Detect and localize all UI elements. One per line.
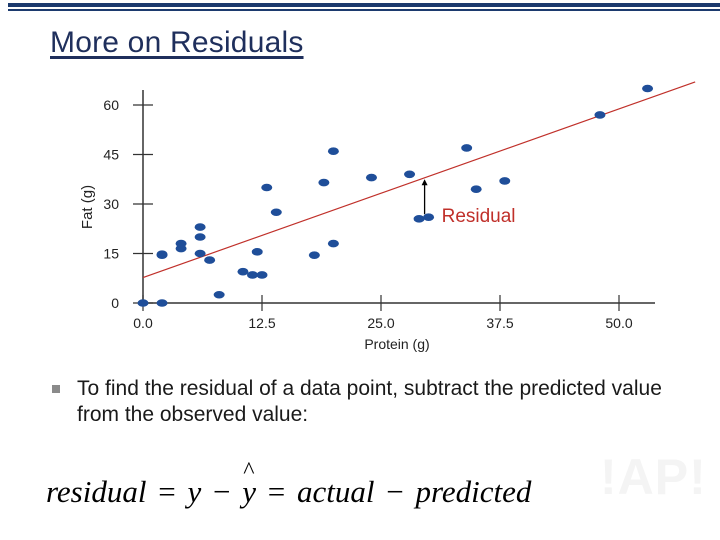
data-point xyxy=(499,177,511,185)
top-accent-line-thin xyxy=(8,9,720,11)
watermark-logo: !AP! xyxy=(600,449,707,505)
data-point xyxy=(256,271,268,279)
square-bullet-icon xyxy=(52,385,60,393)
x-tick-label: 37.5 xyxy=(486,315,513,331)
y-tick-label: 0 xyxy=(111,295,119,311)
y-tick-label: 60 xyxy=(103,97,119,113)
data-point xyxy=(318,178,330,187)
data-point xyxy=(642,84,654,93)
residual-label: Residual xyxy=(442,206,516,227)
data-point xyxy=(194,233,206,241)
formula-y-hat: y ^ xyxy=(242,458,256,510)
data-point xyxy=(470,185,482,193)
residual-arrow-head xyxy=(421,179,428,186)
x-tick-label: 25.0 xyxy=(367,315,394,331)
data-point xyxy=(156,250,168,258)
data-point xyxy=(365,173,377,182)
data-point xyxy=(156,299,168,307)
y-tick-label: 30 xyxy=(103,196,119,212)
data-point xyxy=(261,183,273,192)
formula-actual: actual xyxy=(296,474,375,509)
formula-equals: = xyxy=(267,474,286,509)
data-point xyxy=(413,215,425,223)
data-point xyxy=(594,111,606,119)
x-tick-label: 50.0 xyxy=(605,315,632,331)
data-point xyxy=(237,267,249,276)
data-point xyxy=(251,248,263,256)
hat-symbol: ^ xyxy=(243,458,255,484)
data-point xyxy=(175,239,187,248)
top-accent-line xyxy=(8,3,720,7)
x-tick-label: 0.0 xyxy=(133,315,153,331)
formula-residual: residual xyxy=(46,474,147,509)
x-axis-label: Protein (g) xyxy=(364,336,429,352)
formula-minus: − xyxy=(386,474,404,509)
scatter-chart: 0 15 30 45 60 0.0 12.5 25.0 37.5 50.0 Protein (g) F… xyxy=(79,81,696,352)
formula-equals: = xyxy=(158,474,176,509)
residual-formula: residual = y − y ^ = actual − predicted xyxy=(46,458,532,510)
data-point xyxy=(137,299,149,307)
formula-predicted: predicted xyxy=(415,474,532,509)
data-point xyxy=(327,147,339,155)
y-axis-label: Fat (g) xyxy=(79,185,96,229)
bullet-text: To find the residual of a data point, su… xyxy=(77,377,662,426)
formula-y-hat-letter: y xyxy=(242,474,256,509)
formula-y: y xyxy=(187,474,202,509)
data-point xyxy=(327,239,339,248)
data-point xyxy=(213,290,225,299)
data-point xyxy=(270,208,282,217)
formula-minus: − xyxy=(212,474,231,509)
y-tick-label: 15 xyxy=(103,246,119,262)
data-point xyxy=(194,223,206,231)
data-point xyxy=(308,251,320,259)
data-point xyxy=(461,144,473,152)
top-accent-bar xyxy=(0,0,720,14)
x-tick-label: 12.5 xyxy=(248,315,275,331)
regression-line xyxy=(142,81,696,279)
data-point xyxy=(423,213,435,221)
y-tick-label: 45 xyxy=(103,147,119,163)
data-point xyxy=(204,256,216,264)
data-point xyxy=(404,170,416,179)
data-point xyxy=(246,271,258,279)
data-point xyxy=(194,249,206,258)
slide-title: More on Residuals xyxy=(50,26,304,59)
